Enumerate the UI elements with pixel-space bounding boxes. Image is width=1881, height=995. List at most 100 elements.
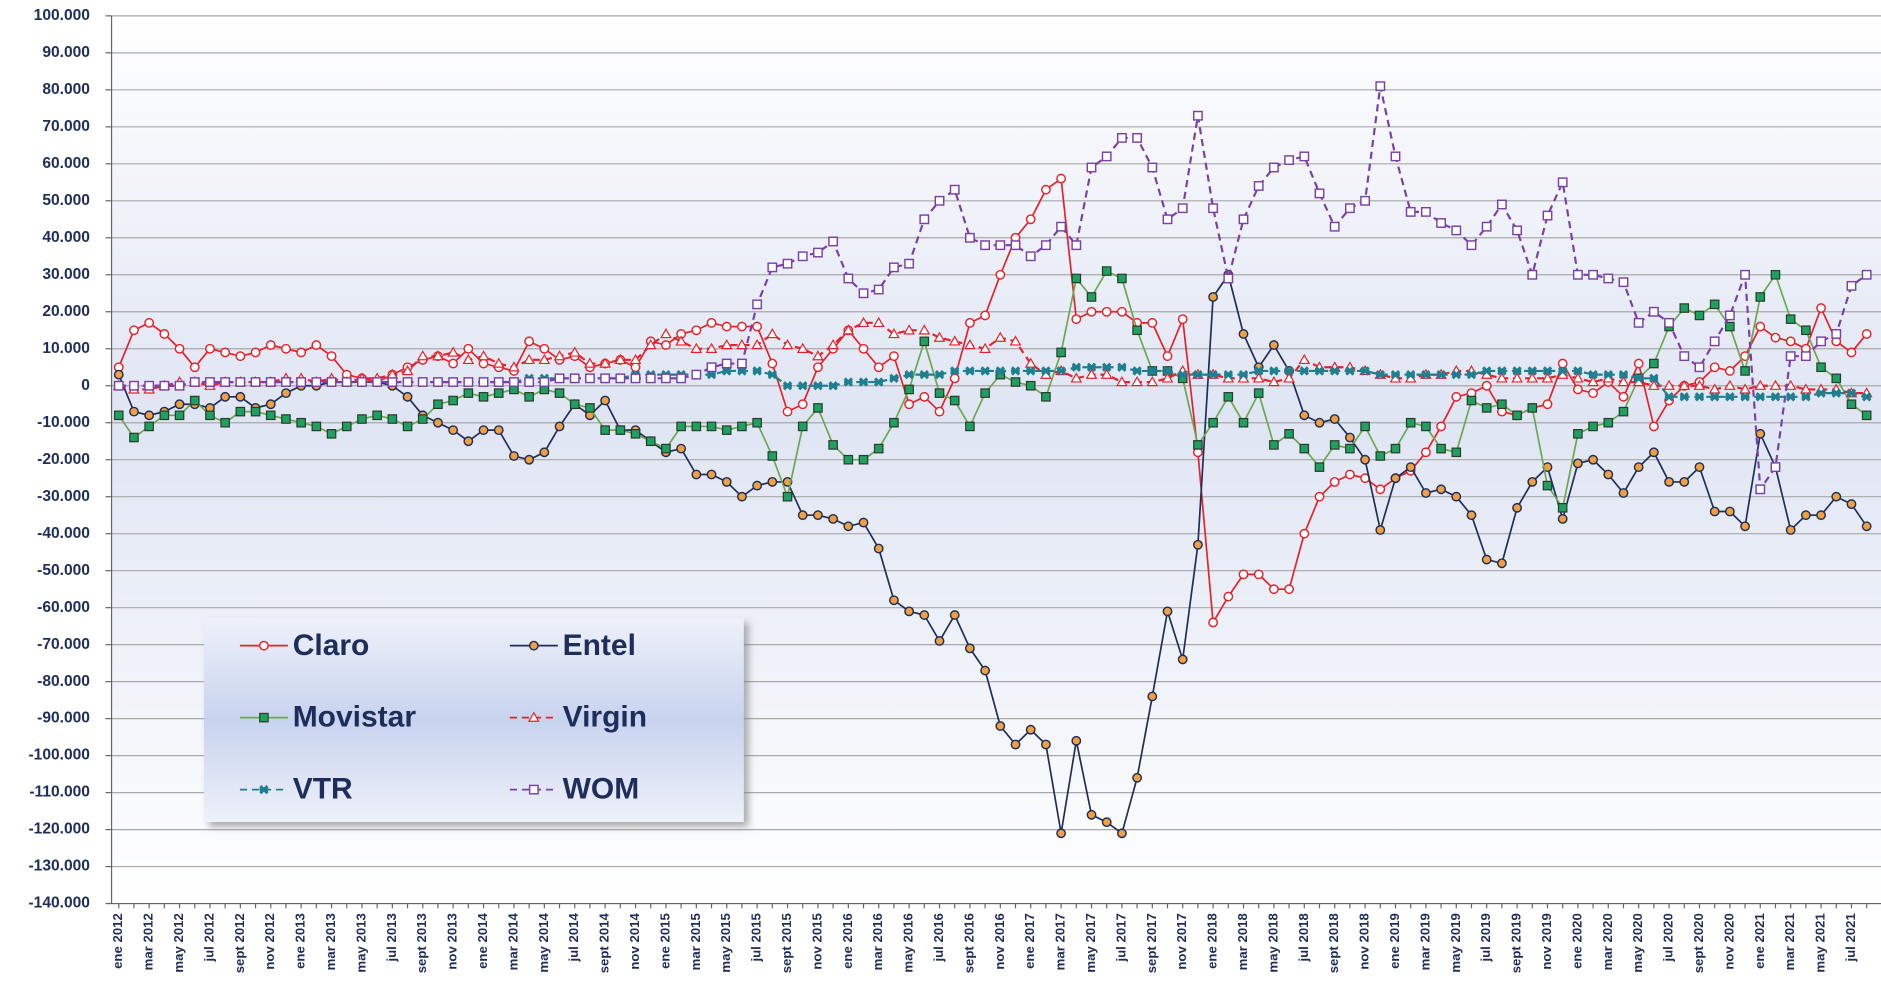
marker: [1740, 269, 1750, 280]
marker: [1086, 809, 1097, 820]
y-tick-label: 70.000: [42, 118, 90, 135]
marker: [159, 380, 170, 391]
marker: [1588, 421, 1598, 432]
marker: [493, 388, 504, 398]
marker: [752, 480, 763, 491]
marker: [1375, 525, 1386, 535]
marker: [842, 324, 855, 335]
marker: [1421, 421, 1431, 432]
marker: [1025, 380, 1036, 391]
marker: [1101, 266, 1112, 276]
marker: [584, 357, 596, 368]
marker: [1344, 432, 1355, 443]
marker: [949, 395, 960, 406]
marker: [918, 324, 931, 335]
marker: [1694, 462, 1705, 473]
marker: [599, 357, 611, 368]
marker: [828, 440, 838, 450]
x-tick-label: sept 2018: [1326, 913, 1341, 973]
marker: [721, 476, 732, 487]
marker: [448, 395, 458, 406]
marker: [1406, 369, 1416, 380]
marker: [1755, 392, 1765, 402]
marker: [1709, 299, 1720, 310]
marker: [1010, 366, 1021, 376]
marker: [1664, 476, 1674, 487]
legend-label: Movistar: [293, 701, 417, 734]
marker: [1466, 369, 1477, 380]
marker: [1451, 447, 1462, 458]
y-tick-label: -130.000: [28, 858, 90, 875]
x-tick-label: may 2020: [1630, 913, 1645, 972]
marker: [1360, 366, 1370, 376]
marker: [934, 388, 945, 398]
marker: [1329, 476, 1340, 487]
marker: [508, 361, 520, 372]
marker: [1527, 366, 1537, 376]
marker: [1390, 151, 1401, 162]
x-tick-label: ene 2014: [475, 913, 490, 969]
marker: [1390, 369, 1401, 380]
marker: [873, 362, 884, 373]
marker: [904, 606, 915, 617]
marker: [372, 377, 383, 387]
marker: [235, 351, 246, 362]
x-tick-label: may 2012: [171, 913, 186, 972]
marker: [1162, 606, 1173, 617]
marker: [1116, 306, 1127, 317]
marker: [1284, 155, 1295, 166]
marker: [220, 377, 231, 387]
marker: [1816, 336, 1826, 347]
marker: [1708, 383, 1721, 394]
y-tick-label: 10.000: [42, 340, 90, 357]
marker: [1527, 269, 1538, 280]
marker: [1831, 329, 1842, 339]
marker: [1861, 269, 1872, 280]
marker: [463, 377, 474, 387]
marker: [1786, 392, 1796, 402]
marker: [980, 388, 990, 398]
marker: [1785, 336, 1796, 347]
marker: [1040, 240, 1051, 251]
marker: [720, 339, 733, 350]
marker: [1497, 399, 1507, 410]
marker: [281, 343, 291, 354]
marker: [265, 377, 276, 387]
marker: [797, 399, 808, 410]
marker: [1572, 372, 1584, 383]
marker: [493, 425, 504, 436]
marker: [873, 443, 884, 454]
marker: [1512, 366, 1522, 376]
marker: [1664, 317, 1674, 328]
marker: [448, 425, 459, 436]
marker: [858, 288, 869, 299]
marker: [189, 377, 200, 387]
marker: [1740, 392, 1750, 402]
marker: [1511, 372, 1523, 383]
marker: [1284, 584, 1295, 595]
x-tick-label: may 2013: [353, 913, 368, 972]
marker: [1330, 366, 1340, 376]
y-tick-label: -90.000: [37, 710, 90, 727]
marker: [1101, 817, 1112, 828]
marker: [1360, 195, 1371, 206]
marker: [752, 417, 762, 428]
marker: [1162, 214, 1173, 225]
marker: [828, 513, 839, 524]
y-tick-label: 90.000: [42, 44, 90, 61]
marker: [615, 425, 626, 435]
marker: [1679, 303, 1690, 313]
marker: [1588, 388, 1598, 399]
marker: [721, 425, 732, 435]
x-tick-label: may 2018: [1265, 913, 1280, 972]
marker: [1770, 269, 1781, 280]
marker: [767, 476, 778, 487]
marker: [296, 417, 306, 428]
marker: [326, 351, 337, 362]
marker: [919, 391, 930, 402]
marker: [1070, 372, 1083, 383]
marker: [311, 421, 322, 432]
marker: [965, 421, 975, 432]
marker: [1846, 399, 1857, 410]
x-tick-label: sept 2015: [779, 913, 794, 973]
